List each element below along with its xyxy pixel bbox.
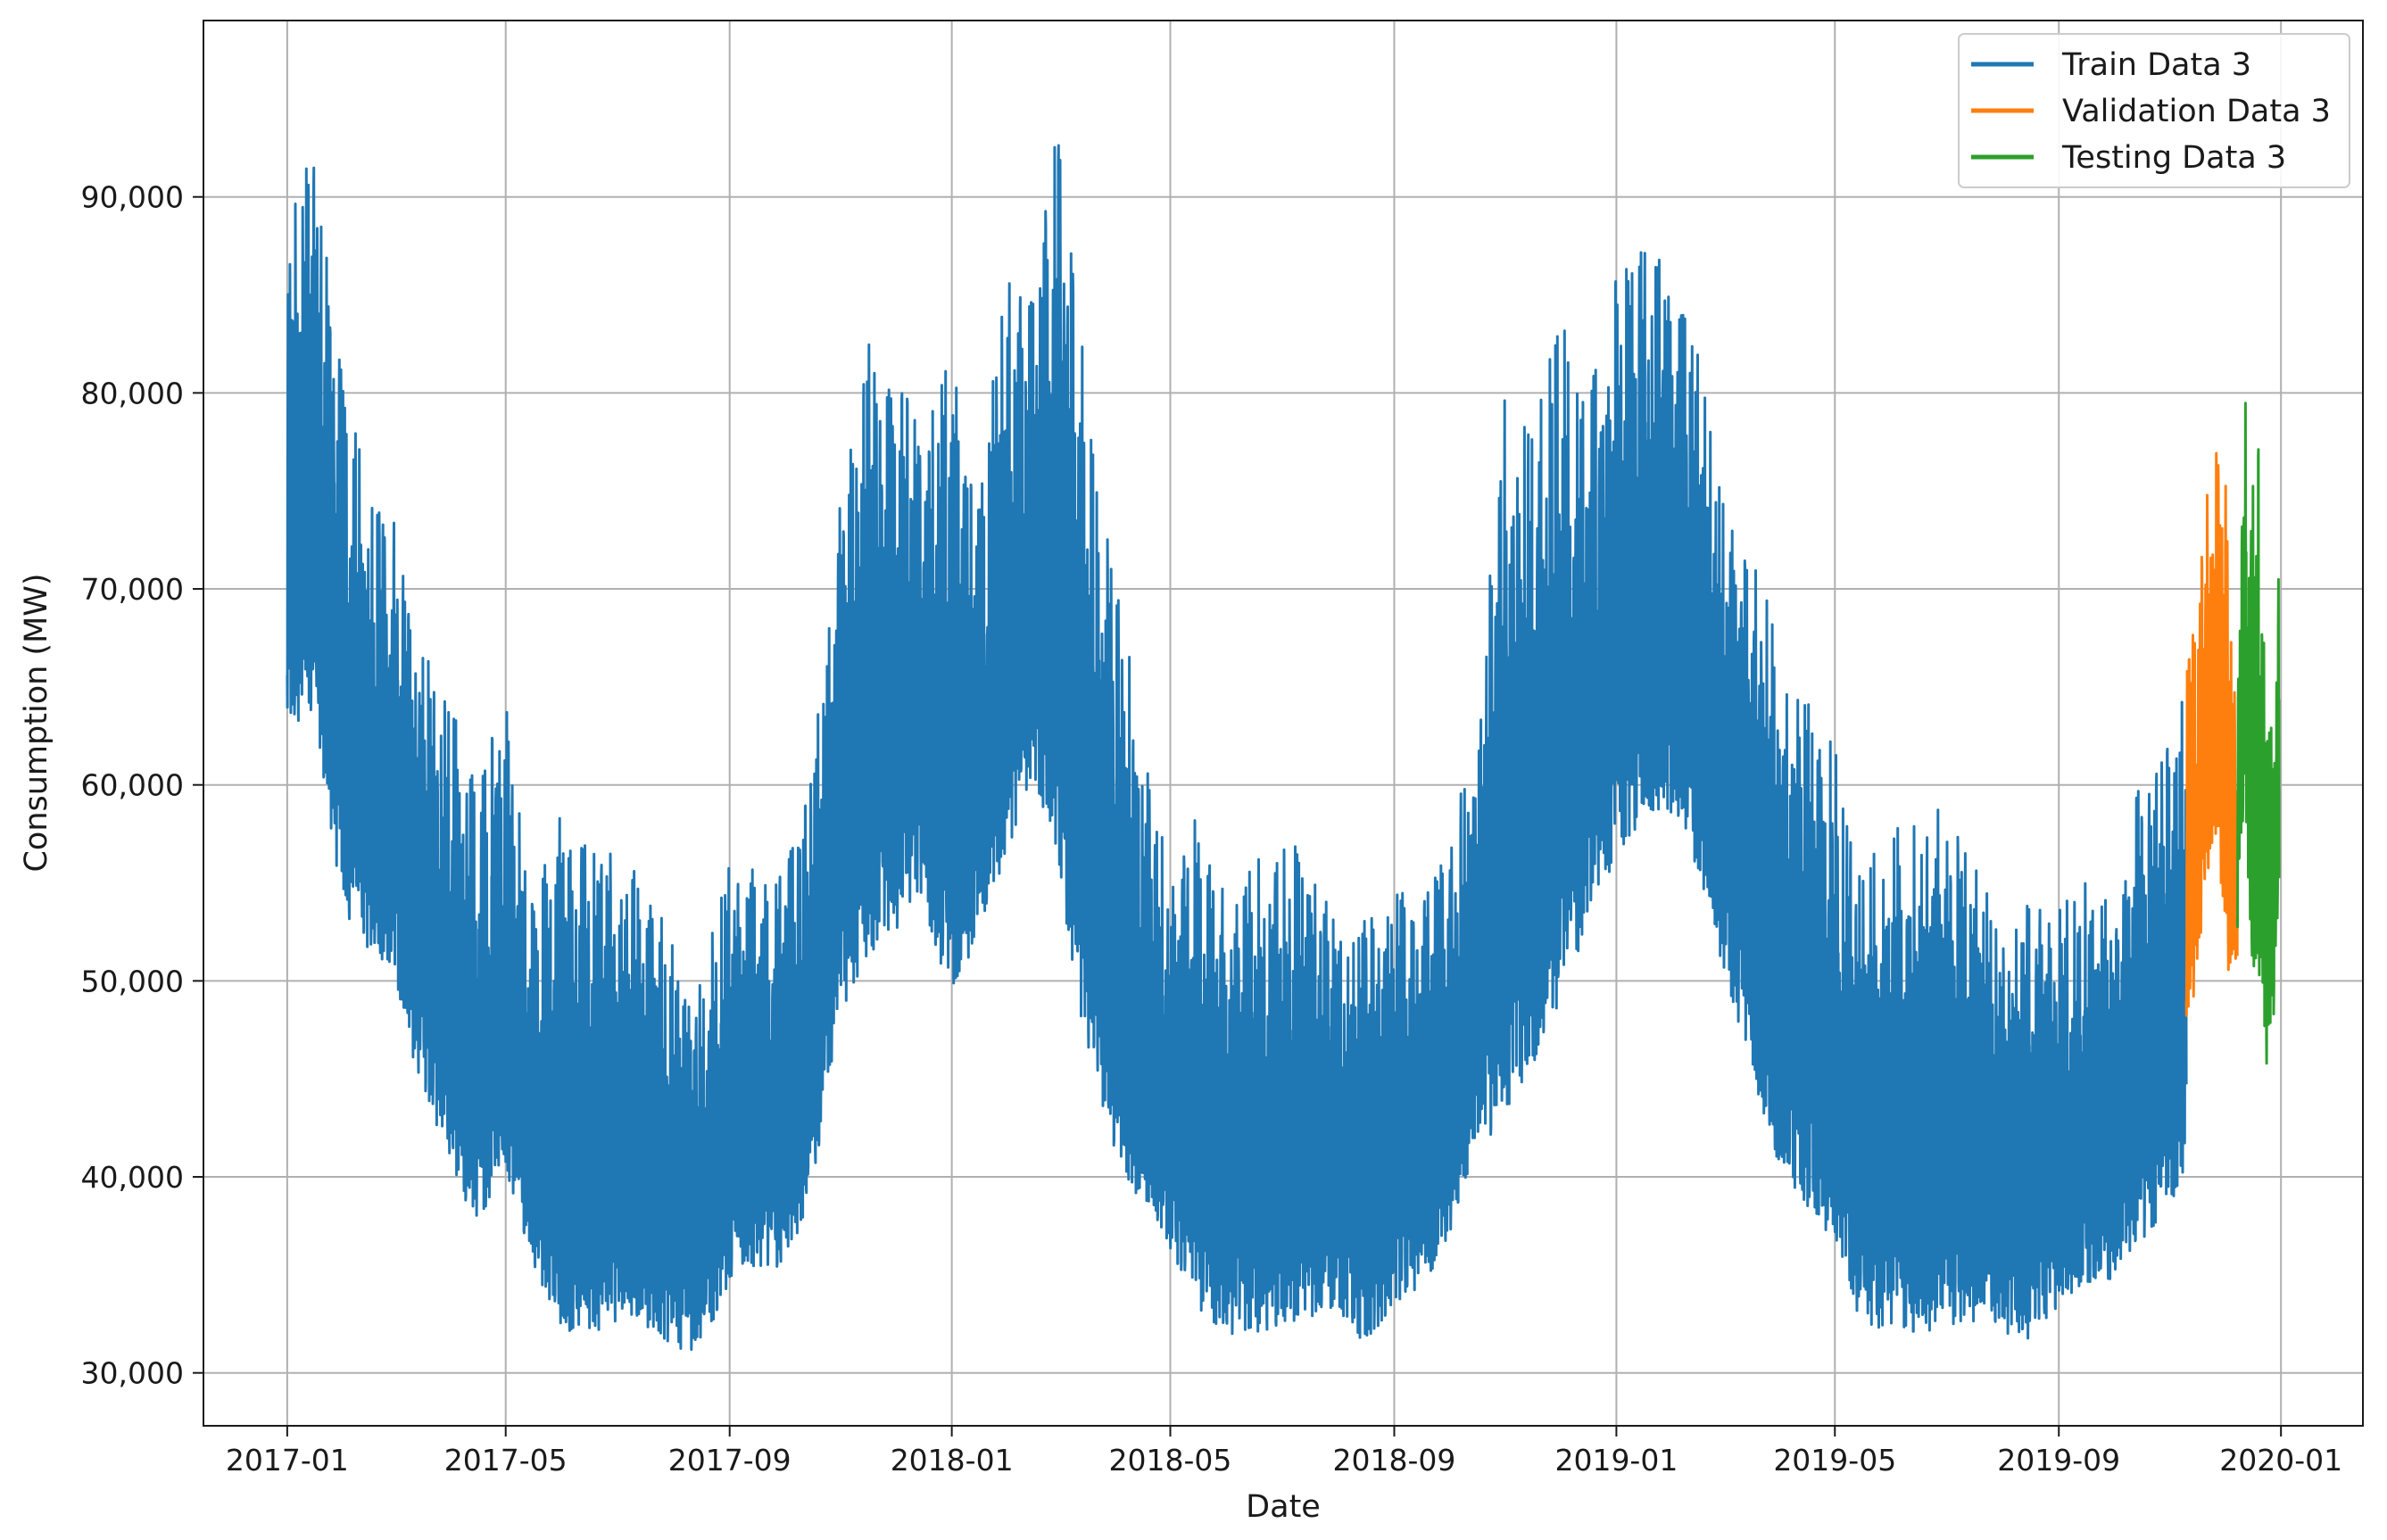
x-tick-label: 2018-01 [891, 1443, 1014, 1478]
series-line-2 [2184, 451, 2239, 1017]
x-tick-label: 2020-01 [2219, 1443, 2342, 1478]
plot-frame [203, 20, 2364, 1427]
legend-box [1958, 33, 2350, 188]
legend-label: Train Data 3 [2061, 47, 2251, 83]
series-line-1 [286, 144, 2188, 1351]
y-tick-label: 30,000 [81, 1356, 184, 1391]
y-tick-label: 50,000 [81, 964, 184, 998]
legend-label: Validation Data 3 [2062, 94, 2331, 129]
series-line-3 [2235, 402, 2281, 1065]
x-tick-label: 2018-05 [1109, 1443, 1232, 1478]
x-tick-label: 2019-09 [1997, 1443, 2120, 1478]
y-tick-label: 80,000 [81, 376, 184, 410]
y-tick-label: 70,000 [81, 572, 184, 607]
x-tick-label: 2018-09 [1333, 1443, 1456, 1478]
x-axis-title: Date [1246, 1489, 1321, 1525]
y-axis-title: Consumption (MW) [19, 573, 54, 872]
y-tick-label: 60,000 [81, 768, 184, 803]
legend: Train Data 3 Validation Data 3 Testing Dat… [1958, 33, 2350, 188]
x-tick-label: 2019-05 [1773, 1443, 1896, 1478]
grid [203, 21, 2363, 1426]
series-layer [286, 144, 2281, 1351]
axes: 2017-01 2017-05 2017-09 2018-01 2018-05 2018-… [81, 180, 2343, 1478]
x-tick-label: 2017-01 [226, 1443, 349, 1478]
x-tick-label: 2019-01 [1554, 1443, 1678, 1478]
y-tick-label: 40,000 [81, 1160, 184, 1195]
legend-label: Testing Data 3 [2061, 140, 2286, 176]
x-tick-label: 2017-05 [444, 1443, 568, 1478]
y-tick-label: 90,000 [81, 180, 184, 215]
x-tick-label: 2017-09 [668, 1443, 792, 1478]
